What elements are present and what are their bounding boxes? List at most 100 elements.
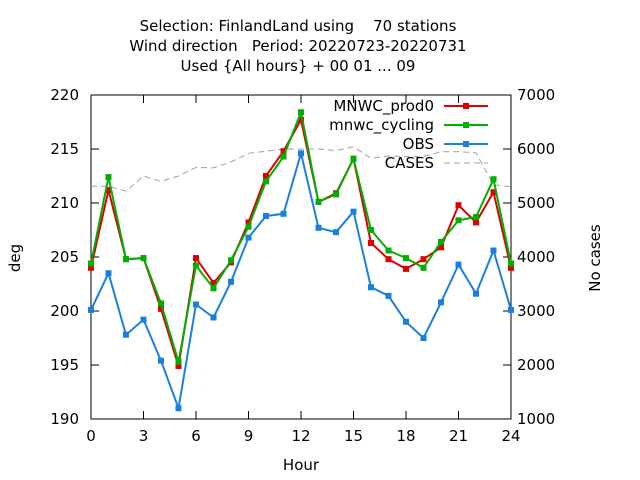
data-point-mnwc-prod0 bbox=[490, 189, 497, 196]
x-tick-label: 3 bbox=[139, 427, 149, 445]
title-line-2: Wind direction Period: 20220723-20220731 bbox=[129, 37, 466, 55]
data-point-mnwc-prod0 bbox=[280, 148, 287, 155]
legend-marker-obs bbox=[463, 141, 469, 147]
data-point-obs bbox=[245, 234, 252, 241]
y2-tick-label: 4000 bbox=[517, 248, 555, 266]
data-point-mnwc-cycling bbox=[333, 191, 339, 198]
y-tick-label: 205 bbox=[50, 248, 79, 266]
data-point-mnwc-cycling bbox=[490, 176, 497, 183]
data-point-mnwc-prod0 bbox=[438, 244, 444, 251]
data-point-mnwc-prod0 bbox=[473, 219, 479, 226]
data-point-obs bbox=[123, 331, 129, 338]
data-point-obs bbox=[298, 150, 304, 157]
y2-tick-label: 2000 bbox=[517, 356, 555, 374]
chart-title: Selection: FinlandLand using 70 stations… bbox=[129, 17, 466, 75]
data-point-mnwc-cycling bbox=[298, 109, 304, 116]
data-point-obs bbox=[368, 284, 374, 291]
data-point-obs bbox=[88, 306, 94, 313]
x-tick-label: 12 bbox=[291, 427, 310, 445]
data-point-obs bbox=[315, 224, 322, 231]
y2-tick-label: 5000 bbox=[517, 194, 555, 212]
data-point-mnwc-prod0 bbox=[368, 239, 374, 246]
y-tick-label: 210 bbox=[50, 194, 79, 212]
data-point-mnwc-prod0 bbox=[298, 116, 304, 123]
x-tick-label: 18 bbox=[396, 427, 415, 445]
y-axis-label: deg bbox=[6, 244, 24, 272]
data-point-obs bbox=[193, 301, 199, 308]
legend-label-mnwc-cycling: mnwc_cycling bbox=[329, 116, 434, 135]
data-point-mnwc-cycling bbox=[350, 155, 357, 162]
data-point-mnwc-cycling bbox=[473, 214, 479, 221]
data-point-mnwc-cycling bbox=[193, 262, 199, 269]
data-point-mnwc-prod0 bbox=[210, 279, 217, 286]
data-point-obs bbox=[490, 247, 497, 254]
data-point-obs bbox=[508, 306, 514, 313]
data-point-mnwc-cycling bbox=[123, 256, 129, 263]
data-point-mnwc-cycling bbox=[158, 300, 164, 307]
data-point-mnwc-cycling bbox=[280, 153, 287, 160]
data-point-mnwc-cycling bbox=[263, 178, 269, 185]
legend-marker-mnwc-cycling bbox=[463, 122, 469, 128]
data-point-mnwc-cycling bbox=[368, 227, 374, 233]
title-line-3: Used {All hours} + 00 01 ... 09 bbox=[181, 57, 416, 75]
y2-tick-label: 7000 bbox=[517, 86, 555, 104]
y2-tick-label: 1000 bbox=[517, 410, 555, 428]
data-point-obs bbox=[350, 208, 357, 215]
data-point-mnwc-cycling bbox=[403, 255, 409, 262]
data-point-obs bbox=[403, 318, 409, 325]
data-point-mnwc-prod0 bbox=[455, 202, 462, 209]
series-line-cases bbox=[91, 146, 512, 192]
data-point-obs bbox=[385, 292, 392, 299]
data-point-obs bbox=[473, 290, 479, 297]
data-point-obs bbox=[438, 299, 444, 306]
title-line-1: Selection: FinlandLand using 70 stations bbox=[140, 17, 457, 35]
data-point-obs bbox=[228, 278, 234, 285]
data-point-obs bbox=[280, 210, 287, 217]
data-point-mnwc-cycling bbox=[88, 260, 94, 267]
data-point-mnwc-prod0 bbox=[88, 264, 94, 271]
data-point-mnwc-prod0 bbox=[403, 265, 409, 272]
y2-axis-label: No cases bbox=[586, 224, 604, 292]
data-point-obs bbox=[420, 335, 427, 341]
data-point-mnwc-cycling bbox=[245, 223, 252, 230]
data-point-mnwc-cycling bbox=[315, 198, 322, 205]
y-tick-label: 200 bbox=[50, 302, 79, 320]
data-point-mnwc-prod0 bbox=[508, 264, 514, 271]
series-line-obs bbox=[90, 149, 512, 413]
data-point-mnwc-prod0 bbox=[175, 363, 182, 370]
legend-label-mnwc-prod0: MNWC_prod0 bbox=[333, 97, 434, 116]
data-point-mnwc-cycling bbox=[228, 257, 234, 264]
data-point-mnwc-cycling bbox=[455, 217, 462, 224]
data-point-mnwc-cycling bbox=[210, 285, 217, 292]
x-axis-label: Hour bbox=[283, 456, 320, 474]
data-point-obs bbox=[455, 261, 462, 268]
y-tick-label: 215 bbox=[50, 140, 79, 158]
data-point-mnwc-prod0 bbox=[105, 187, 112, 194]
data-point-mnwc-cycling bbox=[508, 260, 514, 267]
x-tick-label: 9 bbox=[244, 427, 254, 445]
data-point-obs bbox=[333, 229, 339, 236]
data-point-mnwc-prod0 bbox=[263, 173, 269, 179]
data-point-obs bbox=[158, 357, 164, 364]
data-point-obs bbox=[175, 405, 182, 412]
y-tick-label: 220 bbox=[50, 86, 79, 104]
series-group bbox=[88, 108, 514, 413]
data-point-mnwc-cycling bbox=[385, 247, 392, 254]
data-point-obs bbox=[140, 316, 147, 323]
data-point-mnwc-cycling bbox=[140, 255, 147, 262]
data-point-mnwc-prod0 bbox=[245, 219, 252, 226]
data-point-mnwc-prod0 bbox=[420, 256, 427, 263]
data-point-mnwc-cycling bbox=[175, 358, 182, 365]
data-point-mnwc-prod0 bbox=[158, 305, 164, 312]
data-point-obs bbox=[210, 314, 217, 321]
data-point-obs bbox=[263, 212, 269, 219]
data-point-mnwc-cycling bbox=[105, 174, 112, 181]
x-tick-label: 0 bbox=[86, 427, 96, 445]
legend-marker-mnwc-prod0 bbox=[463, 103, 469, 109]
plot-axes: 0 3 6 9 12 15 18 21 24 190 195 200 205 210 215 220 1000 2… bbox=[50, 86, 555, 445]
data-point-mnwc-cycling bbox=[420, 264, 427, 271]
data-point-mnwc-prod0 bbox=[193, 255, 199, 262]
y-tick-label: 190 bbox=[50, 410, 79, 428]
